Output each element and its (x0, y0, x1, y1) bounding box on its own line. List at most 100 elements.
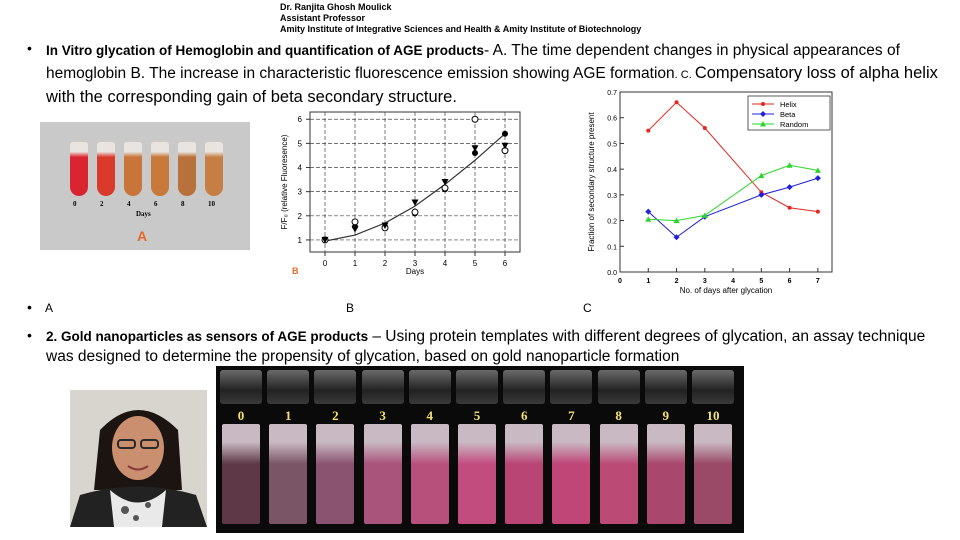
data-point-triangle (321, 236, 329, 244)
vial: 10 (692, 370, 734, 526)
data-point-filled (472, 150, 478, 157)
tube-day-label: 0 (73, 200, 77, 208)
data-point-triangle (381, 222, 389, 229)
label-c: C (583, 301, 592, 315)
author-header: Dr. Ranjita Ghosh Moulick Assistant Prof… (280, 2, 641, 35)
x-tick-label: 3 (703, 278, 707, 285)
vial: 2 (314, 370, 357, 526)
vial-cap (361, 370, 404, 404)
y-tick-label: 2 (298, 212, 303, 221)
legend-marker (760, 121, 766, 127)
data-point-random (758, 172, 765, 179)
y-tick-label: 3 (298, 188, 303, 197)
vial: 7 (550, 370, 593, 526)
y-tick-label: 4 (298, 164, 303, 173)
tube-day-label: 8 (181, 200, 185, 208)
bullet-dot: • (27, 40, 32, 56)
x-tick-label: 1 (353, 259, 358, 268)
data-point-random (673, 217, 680, 224)
y-tick-label: 0.5 (607, 141, 617, 148)
vial-number: 8 (615, 408, 622, 423)
vial-solution (363, 424, 402, 524)
vial: 5 (456, 370, 498, 526)
vial-cap (408, 370, 451, 404)
vial: 4 (408, 370, 451, 526)
data-point-beta (814, 175, 821, 182)
x-tick-label: 4 (731, 278, 735, 285)
vial-solution (694, 424, 732, 524)
vial-number: 9 (662, 408, 670, 423)
data-point-helix (787, 205, 792, 210)
vial-cap (550, 370, 593, 404)
vial-solution (505, 424, 544, 524)
x-tick-label: 0 (323, 259, 328, 268)
chart-b-plot: 1 2 3 4 5 6 0 1 2 3 4 5 6 Days F/F₀ (relative Fluorese… (280, 111, 521, 276)
y-tick-label: 0.4 (607, 167, 617, 174)
x-tick-label: 7 (816, 278, 820, 285)
author-affiliation: Amity Institute of Integrative Sciences … (280, 24, 642, 34)
legend-label: Beta (780, 110, 796, 119)
y-tick-label: 6 (298, 115, 303, 124)
y-tick-label: 0.7 (607, 90, 617, 97)
tube-day-label: 6 (154, 200, 158, 208)
section2-heading: 2. Gold nanoparticles as sensors of AGE … (46, 329, 369, 344)
x-tick-label: 5 (759, 278, 763, 285)
data-point-open (471, 115, 479, 123)
data-point-beta (758, 191, 765, 198)
vial-solution (646, 424, 685, 524)
y-tick-label: 5 (298, 139, 303, 148)
tube-day-label: 4 (127, 200, 131, 208)
vial-number: 7 (568, 408, 575, 423)
section1-text-c: Compensatory loss of alpha helix with th… (46, 64, 938, 106)
vial: 1 (267, 370, 310, 526)
portrait-illustration (70, 390, 207, 527)
legend-marker (761, 102, 765, 106)
data-point-triangle (471, 145, 479, 152)
vial-solution (269, 424, 308, 524)
vial-cap (456, 370, 498, 404)
tube-day-label: 2 (100, 200, 104, 208)
legend-marker (760, 111, 766, 117)
chart-c-plot: 0.0 0.1 0.2 0.3 0.4 0.5 0.6 0.7 0 1 2 3 4 5 6 7 No. of d… (587, 90, 833, 295)
vial: 8 (597, 370, 640, 526)
figure-c-secondary-structure-chart: 0.0 0.1 0.2 0.3 0.4 0.5 0.6 0.7 0 1 2 3 4 5 6 7 No. of d… (587, 90, 833, 295)
y-tick-label: 0.0 (607, 270, 617, 277)
tube (205, 142, 223, 196)
vial-solution (552, 424, 591, 524)
data-point-open (351, 218, 359, 226)
x-tick-label: 4 (443, 259, 448, 268)
figure-a-panel-label: A (137, 228, 148, 244)
vial-cap (644, 370, 687, 404)
vial-number: 4 (426, 408, 434, 423)
vial: 9 (644, 370, 687, 526)
vial: 6 (503, 370, 546, 526)
y-tick-label: 0.1 (607, 244, 617, 251)
section1-text-a: - A. The time dependent changes in physi… (46, 42, 900, 82)
figure-a-xlabel: Days (136, 210, 151, 218)
x-tick-label: 6 (503, 259, 508, 268)
vial-number: 1 (284, 408, 292, 423)
y-axis-label: F/F₀ (relative Fluoresence) (280, 134, 289, 229)
x-tick-label: 1 (646, 278, 650, 285)
data-point-triangle (441, 179, 449, 186)
data-point-open (441, 184, 449, 192)
vial-solution (599, 424, 638, 524)
data-point-random (701, 212, 708, 218)
tube (124, 142, 142, 196)
data-point-beta (645, 208, 652, 215)
label-a: A (45, 301, 54, 315)
legend-label: Random (780, 120, 808, 129)
vial-number: 10 (706, 408, 720, 423)
section2-paragraph: 2. Gold nanoparticles as sensors of AGE … (26, 327, 941, 367)
author-portrait-photo (70, 390, 207, 527)
author-name: Dr. Ranjita Ghosh Moulick (280, 2, 392, 12)
section1-paragraph: In Vitro glycation of Hemoglobin and qua… (26, 40, 941, 109)
vial-solution (458, 424, 496, 524)
vial-cap (503, 370, 546, 404)
tube (70, 142, 88, 196)
vial: 0 (220, 370, 262, 526)
figure-b-fluorescence-chart: 1 2 3 4 5 6 0 1 2 3 4 5 6 Days F/F₀ (relative Fluorese… (280, 111, 521, 276)
vial-cap (267, 370, 310, 404)
series-line-beta (647, 177, 819, 238)
x-tick-label: 6 (788, 278, 792, 285)
